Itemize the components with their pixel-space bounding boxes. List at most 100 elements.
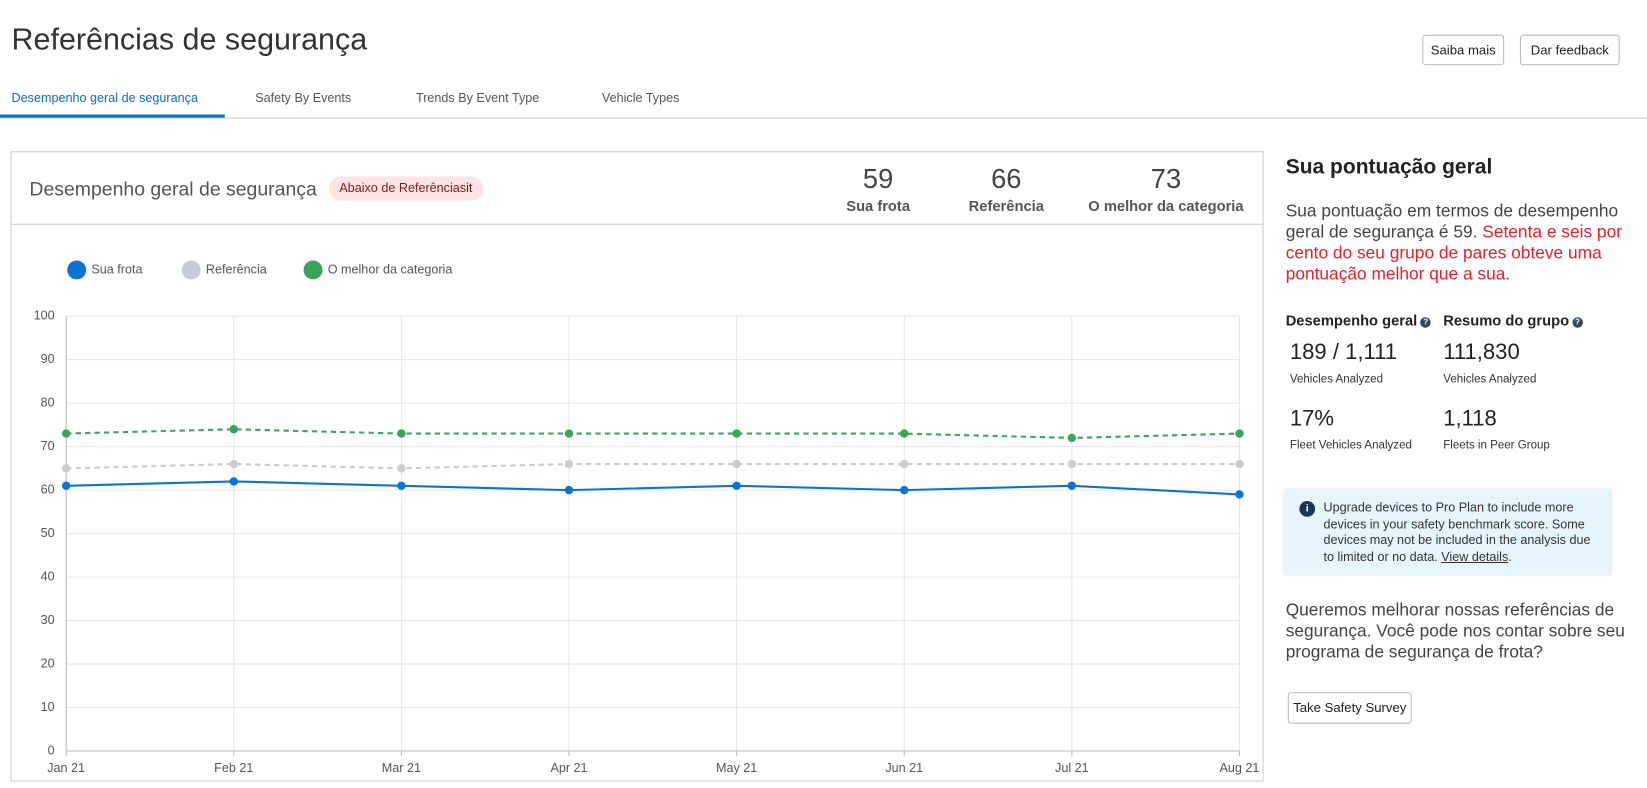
- metric-value: 111,830: [1443, 340, 1520, 365]
- data-point: [1067, 459, 1077, 469]
- data-point: [229, 459, 238, 469]
- data-point: [61, 481, 71, 490]
- series-line: [66, 462, 1240, 470]
- x-tick-label: Jul 21: [1055, 761, 1089, 775]
- help-icon[interactable]: ?: [1420, 317, 1431, 328]
- data-point: [1067, 481, 1077, 490]
- metric-label: Fleet Vehicles Analyzed: [1289, 439, 1412, 452]
- info-text: Upgrade devices to Pro Plan to include m…: [1324, 500, 1602, 565]
- series-line: [66, 428, 1240, 439]
- help-icon[interactable]: ?: [1572, 317, 1583, 328]
- y-tick-label: 0: [48, 743, 55, 757]
- sidebar-title: Sua pontuação geral: [1285, 155, 1493, 179]
- info-icon: i: [1299, 501, 1316, 517]
- y-tick-label: 70: [41, 439, 55, 453]
- summary-highlight: Setenta e seis por cento do seu grupo de…: [1285, 222, 1622, 284]
- card-title: Desempenho geral de segurança: [29, 177, 317, 200]
- stat: 73 O melhor da categoria: [1088, 163, 1243, 214]
- x-tick-label: Apr 21: [550, 761, 587, 775]
- y-tick-label: 30: [41, 613, 55, 627]
- y-tick-label: 60: [41, 482, 55, 496]
- view-details-link[interactable]: View details: [1441, 548, 1509, 564]
- tab[interactable]: Desempenho geral de segurança: [11, 90, 198, 106]
- stat: 66 Referência: [969, 163, 1044, 214]
- tab-indicator: [0, 114, 225, 118]
- x-tick-label: Jan 21: [47, 761, 85, 775]
- heading-text: Desempenho geral: [1285, 311, 1418, 329]
- data-point: [564, 485, 574, 495]
- data-point: [564, 429, 574, 438]
- stat-value: 66: [991, 162, 1022, 195]
- x-tick-label: Aug 21: [1220, 761, 1260, 775]
- data-point: [229, 477, 238, 486]
- legend-marker: [67, 260, 87, 280]
- data-point: [61, 429, 71, 438]
- stat-label: O melhor da categoria: [1088, 197, 1244, 215]
- legend-label: Referência: [206, 262, 267, 276]
- metric-value: 1,118: [1443, 406, 1497, 431]
- metric-label: Fleets in Peer Group: [1443, 439, 1550, 452]
- tab[interactable]: Vehicle Types: [601, 90, 680, 106]
- chart-card: [10, 151, 1264, 782]
- data-point: [397, 464, 406, 473]
- card-divider: [11, 223, 1263, 225]
- data-point: [61, 464, 71, 473]
- legend-label: Sua frota: [91, 262, 142, 276]
- x-tick-label: Mar 21: [382, 761, 421, 775]
- tab[interactable]: Safety By Events: [255, 90, 352, 106]
- page-title: Referências de segurança: [11, 23, 368, 57]
- score-summary: Sua pontuação em termos de desempenho ge…: [1286, 201, 1627, 285]
- stat-label: Sua frota: [846, 197, 911, 215]
- column-heading: Resumo do grupo?: [1443, 311, 1583, 329]
- column-heading: Desempenho geral?: [1286, 312, 1431, 329]
- x-tick-label: Jun 21: [885, 761, 923, 775]
- survey-button[interactable]: Take Safety Survey: [1287, 692, 1412, 724]
- data-point: [900, 429, 909, 438]
- status-badge: Abaixo de Referênciasit: [328, 176, 483, 201]
- data-point: [397, 481, 406, 490]
- series-line: [66, 480, 1240, 496]
- stat-value: 73: [1150, 162, 1182, 195]
- data-point: [229, 425, 238, 434]
- y-tick-label: 40: [41, 569, 55, 583]
- data-point: [1235, 429, 1244, 438]
- info-box: [1282, 488, 1613, 576]
- metric-label: Vehicles Analyzed: [1443, 372, 1537, 386]
- data-point: [397, 429, 406, 438]
- data-point: [564, 459, 574, 469]
- line-chart: 0 10 20 30 40 50 60 70 80 90 100 Jan 21 Feb 21 Mar 21…: [34, 260, 1260, 775]
- feedback-button[interactable]: Dar feedback: [1519, 34, 1620, 66]
- info-message: Upgrade devices to Pro Plan to include m…: [1323, 499, 1591, 564]
- heading-text: Resumo do grupo: [1443, 311, 1570, 329]
- data-point: [732, 459, 741, 469]
- y-tick-label: 10: [41, 700, 55, 714]
- stat-label: Referência: [968, 197, 1044, 215]
- stat: 59 Sua frota: [846, 163, 910, 214]
- data-point: [732, 429, 741, 438]
- tab-divider: [0, 117, 1647, 119]
- data-point: [900, 459, 909, 469]
- y-tick-label: 20: [41, 656, 55, 670]
- x-tick-label: May 21: [716, 761, 757, 775]
- data-point: [732, 481, 741, 490]
- data-point: [1067, 433, 1077, 443]
- tab[interactable]: Trends By Event Type: [415, 90, 540, 106]
- y-tick-label: 80: [41, 395, 55, 409]
- legend-marker: [303, 260, 323, 280]
- legend-label: O melhor da categoria: [328, 262, 453, 276]
- data-point: [1235, 459, 1244, 469]
- info-suffix: .: [1508, 548, 1512, 564]
- metric-value: 17%: [1289, 406, 1335, 431]
- metric-value: 189 / 1,111: [1289, 340, 1398, 365]
- x-tick-label: Feb 21: [214, 761, 253, 775]
- metric-label: Vehicles Analyzed: [1289, 372, 1384, 386]
- summary-text: Sua pontuação em termos de desempenho ge…: [1285, 201, 1619, 242]
- learn-more-button[interactable]: Saiba mais: [1422, 34, 1505, 66]
- y-tick-label: 50: [41, 526, 55, 540]
- stat-value: 59: [862, 162, 894, 195]
- survey-text: Queremos melhorar nossas referências de …: [1285, 600, 1625, 662]
- data-point: [1235, 490, 1244, 499]
- legend-marker: [181, 260, 201, 280]
- y-tick-label: 100: [34, 308, 55, 322]
